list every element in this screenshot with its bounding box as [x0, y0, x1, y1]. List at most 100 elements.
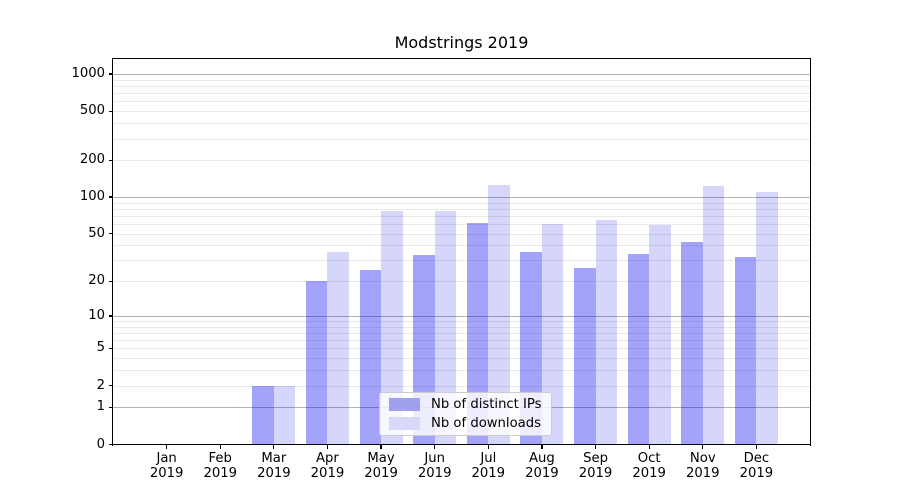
gridline-major	[113, 74, 810, 76]
x-axis-spine	[112, 444, 811, 446]
gridline-minor	[113, 208, 810, 210]
gridline-minor	[113, 202, 810, 204]
bar-downloads-dec-2019	[756, 191, 778, 445]
x-tick-label-aug-2019: Aug 2019	[525, 451, 559, 481]
x-tick-jun-2019	[434, 444, 436, 449]
gridline-minor	[113, 233, 810, 235]
y-tick-500	[108, 110, 113, 112]
plot-area: Nb of distinct IPs Nb of downloads	[108, 58, 812, 449]
x-tick-dec-2019	[755, 444, 757, 449]
bar-downloads-jun-2019	[434, 210, 457, 445]
gridline-minor	[113, 215, 810, 217]
bar-downloads-sep-2019	[595, 219, 617, 445]
top-spine	[112, 58, 811, 60]
x-tick-label-nov-2019: Nov 2019	[685, 451, 720, 481]
y-tick-5	[108, 347, 113, 350]
gridline-major	[113, 315, 810, 317]
bar-ips-apr-2019	[306, 281, 328, 445]
x-tick-jul-2019	[487, 444, 489, 449]
legend-swatch-distinct-ips	[389, 398, 420, 411]
legend-swatch-downloads	[389, 417, 420, 430]
gridline-minor	[113, 86, 810, 88]
y-tick-label-5: 5	[96, 340, 105, 356]
x-tick-may-2019	[380, 444, 382, 449]
bar-ips-sep-2019	[574, 267, 596, 445]
y-tick-20	[108, 280, 113, 282]
y-tick-label-1000: 1000	[71, 66, 105, 82]
gridline-major	[113, 197, 810, 199]
gridline-minor	[113, 101, 810, 103]
gridline-minor	[113, 385, 810, 387]
bar-ips-nov-2019	[681, 241, 703, 445]
x-tick-oct-2019	[648, 444, 650, 449]
chart-title: Modstrings 2019	[394, 33, 529, 52]
bar-downloads-oct-2019	[649, 224, 671, 445]
gridline-minor	[113, 123, 810, 125]
gridline-minor	[113, 260, 810, 262]
gridline-minor	[113, 79, 810, 81]
x-tick-sep-2019	[594, 444, 597, 449]
bar-downloads-apr-2019	[327, 252, 349, 445]
y-tick-label-1: 1	[96, 399, 105, 415]
legend-item-distinct-ips: Nb of distinct IPs	[389, 397, 542, 412]
x-tick-nov-2019	[702, 444, 704, 449]
gridline-minor	[113, 333, 810, 334]
y-tick-10	[108, 315, 113, 317]
y-tick-label-500: 500	[79, 103, 105, 119]
gridline-minor	[113, 340, 810, 342]
gridline-minor	[113, 160, 810, 162]
gridline-minor	[113, 358, 810, 360]
y-tick-200	[108, 159, 113, 161]
y-tick-label-2: 2	[96, 377, 105, 393]
y-tick-100	[108, 196, 113, 198]
x-tick-label-mar-2019: Mar 2019	[257, 451, 291, 481]
x-tick-label-feb-2019: Feb 2019	[203, 451, 237, 481]
x-tick-label-dec-2019: Dec 2019	[739, 451, 774, 481]
x-tick-label-may-2019: May 2019	[364, 451, 398, 481]
gridline-minor	[113, 93, 810, 95]
legend-label-downloads: Nb of downloads	[431, 416, 541, 431]
x-tick-mar-2019	[273, 444, 275, 449]
x-tick-label-jun-2019: Jun 2019	[417, 451, 452, 481]
y-tick-label-0: 0	[96, 436, 105, 452]
bar-ips-oct-2019	[627, 253, 650, 445]
gridline-minor	[113, 224, 810, 226]
y-tick-1	[108, 406, 113, 408]
bar-ips-may-2019	[359, 269, 382, 445]
x-tick-label-jul-2019: Jul 2019	[471, 451, 506, 481]
gridline-minor	[113, 321, 810, 323]
y-tick-label-100: 100	[79, 189, 105, 205]
bar-downloads-nov-2019	[702, 186, 725, 445]
bar-downloads-mar-2019	[273, 385, 296, 445]
x-tick-feb-2019	[219, 444, 221, 449]
x-tick-label-apr-2019: Apr 2019	[310, 451, 345, 481]
legend-item-downloads: Nb of downloads	[389, 416, 542, 431]
bar-ips-dec-2019	[734, 257, 757, 445]
bar-ips-mar-2019	[252, 385, 274, 445]
gridline-minor	[113, 348, 810, 350]
x-tick-label-oct-2019: Oct 2019	[632, 451, 666, 481]
y-tick-label-10: 10	[88, 307, 105, 323]
x-tick-aug-2019	[541, 444, 543, 449]
x-tick-apr-2019	[326, 444, 329, 449]
x-tick-jan-2019	[166, 444, 168, 449]
x-tick-label-sep-2019: Sep 2019	[578, 451, 613, 481]
x-tick-label-jan-2019: Jan 2019	[149, 451, 184, 481]
y-axis-spine	[112, 59, 114, 446]
gridline-minor	[113, 138, 810, 140]
y-tick-label-20: 20	[88, 273, 105, 289]
gridline-minor	[113, 111, 810, 113]
y-tick-0	[108, 443, 113, 446]
bar-ips-jul-2019	[466, 223, 489, 445]
right-spine	[810, 59, 812, 446]
gridline-minor	[113, 245, 810, 247]
bar-downloads-may-2019	[381, 210, 403, 445]
bar-downloads-aug-2019	[541, 224, 564, 445]
y-tick-50	[108, 233, 113, 235]
y-tick-1000	[108, 73, 113, 75]
gridline-minor	[113, 370, 810, 372]
y-tick-2	[108, 384, 113, 387]
y-tick-label-200: 200	[79, 152, 105, 168]
legend: Nb of distinct IPs Nb of downloads	[379, 392, 552, 436]
